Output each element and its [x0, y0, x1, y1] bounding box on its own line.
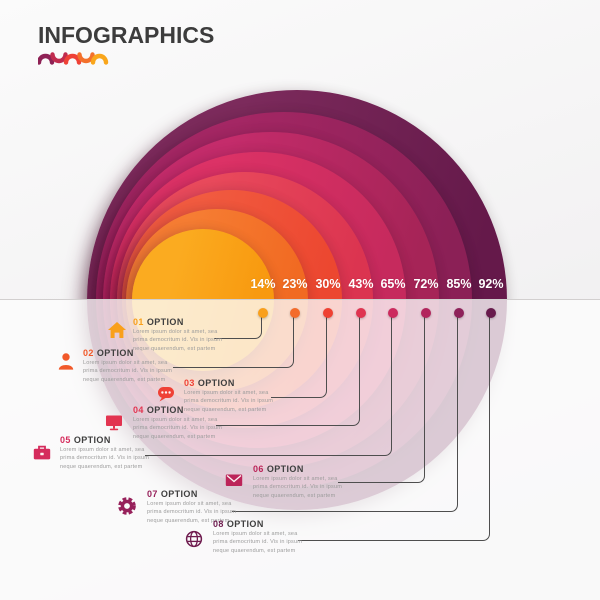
option-heading: 01 OPTION: [133, 317, 184, 327]
option-description: Lorem ipsum dolor sit amet, sea prima de…: [60, 447, 150, 470]
person-icon: [56, 351, 76, 371]
option-number: 06: [253, 464, 264, 474]
percent-label: 65%: [380, 277, 406, 291]
option-label: OPTION: [266, 464, 304, 474]
option-number: 08: [213, 519, 224, 529]
option-description: Lorem ipsum dolor sit amet, sea prima de…: [253, 476, 343, 499]
option-label: OPTION: [226, 519, 264, 529]
globe-icon: [184, 529, 204, 549]
percent-label: 85%: [446, 277, 472, 291]
option-description: Lorem ipsum dolor sit amet, sea prima de…: [147, 501, 237, 524]
option-description: Lorem ipsum dolor sit amet, sea prima de…: [184, 390, 274, 413]
gear-icon: [117, 496, 137, 516]
percent-label: 43%: [348, 277, 374, 291]
marker-dot: [258, 308, 268, 318]
option-label: OPTION: [96, 348, 134, 358]
marker-dot: [486, 308, 496, 318]
connector-line: [145, 317, 392, 456]
option-label: OPTION: [146, 317, 184, 327]
percent-label: 30%: [315, 277, 341, 291]
home-icon: [107, 320, 127, 340]
option-label: OPTION: [73, 435, 111, 445]
connector-line: [338, 317, 425, 483]
option-heading: 07 OPTION: [147, 489, 198, 499]
chat-icon: [156, 384, 176, 404]
option-number: 03: [184, 378, 195, 388]
marker-dot: [421, 308, 431, 318]
envelope-icon: [224, 470, 244, 490]
option-description: Lorem ipsum dolor sit amet, sea prima de…: [133, 417, 223, 440]
option-description: Lorem ipsum dolor sit amet, sea prima de…: [83, 360, 173, 383]
squiggle-arc: [90, 53, 109, 65]
option-heading: 05 OPTION: [60, 435, 111, 445]
percent-label: 23%: [282, 277, 308, 291]
monitor-icon: [104, 412, 124, 432]
option-heading: 06 OPTION: [253, 464, 304, 474]
option-label: OPTION: [160, 489, 198, 499]
option-label: OPTION: [146, 405, 184, 415]
connector-line: [173, 317, 294, 368]
option-number: 05: [60, 435, 71, 445]
squiggle-arc: [77, 52, 95, 64]
option-heading: 08 OPTION: [213, 519, 264, 529]
percent-label: 14%: [250, 277, 276, 291]
squiggle-arc: [63, 53, 82, 65]
percent-label: 72%: [413, 277, 439, 291]
divider-line: [0, 299, 600, 300]
connector-line: [298, 317, 490, 541]
marker-dot: [323, 308, 333, 318]
squiggle-arc: [38, 53, 55, 65]
option-number: 02: [83, 348, 94, 358]
option-heading: 04 OPTION: [133, 405, 184, 415]
connector-line: [214, 317, 262, 339]
marker-dot: [290, 308, 300, 318]
squiggle-decoration-icon: [38, 52, 109, 65]
connector-line: [271, 317, 327, 398]
option-description: Lorem ipsum dolor sit amet, sea prima de…: [213, 531, 303, 554]
marker-dot: [454, 308, 464, 318]
connector-line: [216, 317, 360, 426]
percent-label: 92%: [478, 277, 504, 291]
faded-overlay: [0, 300, 600, 600]
connector-line: [232, 317, 458, 512]
briefcase-icon: [32, 442, 52, 462]
option-heading: 03 OPTION: [184, 378, 235, 388]
option-description: Lorem ipsum dolor sit amet, sea prima de…: [133, 329, 223, 352]
option-number: 01: [133, 317, 144, 327]
page-title: INFOGRAPHICS: [38, 22, 215, 48]
option-number: 04: [133, 405, 144, 415]
squiggle-arc: [50, 52, 68, 64]
option-number: 07: [147, 489, 158, 499]
option-label: OPTION: [197, 378, 235, 388]
marker-dot: [388, 308, 398, 318]
marker-dot: [356, 308, 366, 318]
option-heading: 02 OPTION: [83, 348, 134, 358]
